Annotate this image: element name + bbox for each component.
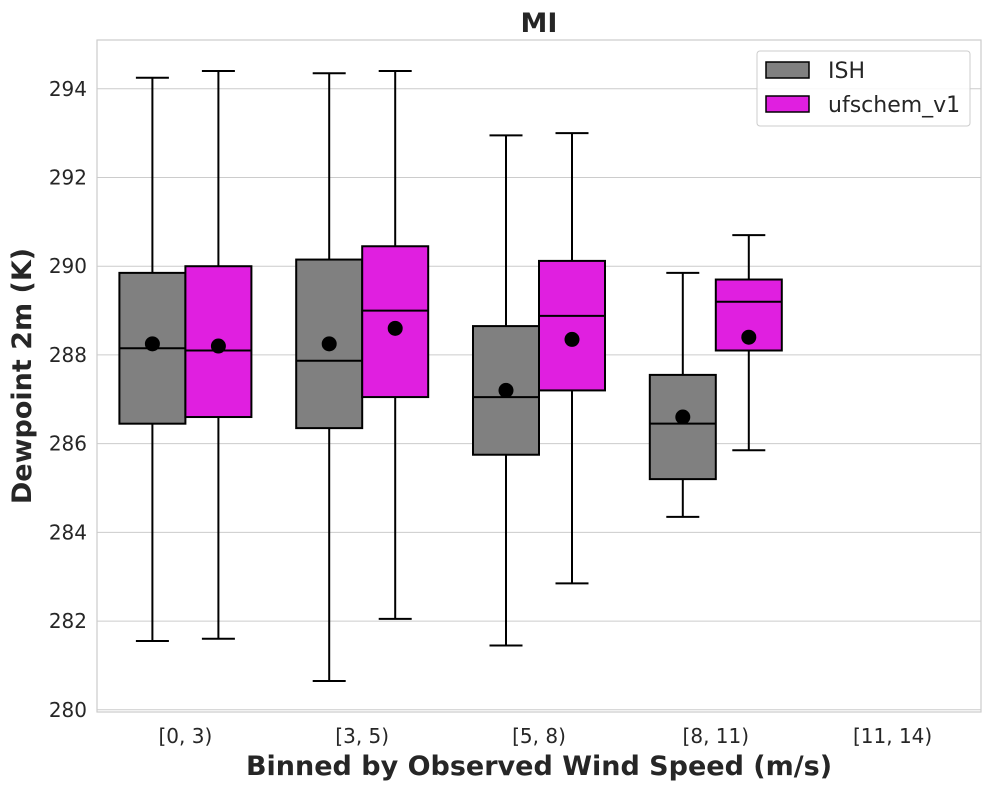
- y-tick-label-282: 282: [49, 609, 87, 633]
- y-tick-label-294: 294: [49, 77, 87, 101]
- y-axis-ticks: 280 282 284 286 288 290 292 294: [49, 77, 87, 722]
- x-tick-label-0: [0, 3): [159, 724, 213, 748]
- box-ish-2: [472, 134, 540, 647]
- box-ufschem-v1-3: [714, 234, 783, 452]
- y-tick-label-284: 284: [49, 520, 87, 544]
- box-ufschem-v1-1: [361, 70, 430, 620]
- x-axis-title: Binned by Observed Wind Speed (m/s): [246, 751, 832, 782]
- iqr-box: [538, 259, 606, 392]
- y-tick-label-292: 292: [49, 166, 87, 190]
- mean-marker: [675, 409, 691, 425]
- x-tick-label-4: [11, 14): [853, 724, 932, 748]
- box-ish-1: [295, 72, 364, 682]
- x-tick-label-3: [8, 11): [683, 724, 750, 748]
- iqr-box: [648, 373, 717, 481]
- y-tick-label-280: 280: [49, 698, 87, 722]
- y-tick-label-286: 286: [49, 432, 87, 456]
- mean-marker: [741, 329, 757, 345]
- boxes: [118, 70, 783, 682]
- mean-marker: [387, 320, 403, 336]
- legend-swatch-ufschem-v1: [765, 95, 810, 113]
- box-ish-3: [648, 271, 717, 518]
- x-axis-ticks: [0, 3) [3, 5) [5, 8) [8, 11) [11, 14): [159, 724, 933, 748]
- legend-frame: [756, 50, 971, 127]
- x-tick-label-2: [5, 8): [512, 724, 566, 748]
- legend: ISH ufschem_v1: [756, 50, 971, 127]
- mean-marker: [144, 336, 160, 352]
- mean-marker: [321, 336, 337, 352]
- mean-marker: [564, 331, 580, 347]
- y-axis-title: Dewpoint 2m (K): [7, 248, 38, 504]
- mean-marker: [210, 338, 226, 354]
- plot-area-frame: [96, 39, 982, 713]
- box-ufschem-v1-2: [538, 132, 606, 585]
- legend-label-ufschem-v1: ufschem_v1: [828, 93, 960, 118]
- chart-title: MI: [521, 8, 558, 39]
- mean-marker: [498, 382, 514, 398]
- box-ish-0: [118, 76, 187, 643]
- y-tick-label-288: 288: [49, 343, 87, 367]
- box-ufschem-v1-0: [184, 70, 253, 640]
- x-tick-label-1: [3, 5): [335, 724, 389, 748]
- y-tick-label-290: 290: [49, 254, 87, 278]
- legend-label-ish: ISH: [828, 59, 865, 84]
- legend-swatch-ish: [765, 61, 810, 79]
